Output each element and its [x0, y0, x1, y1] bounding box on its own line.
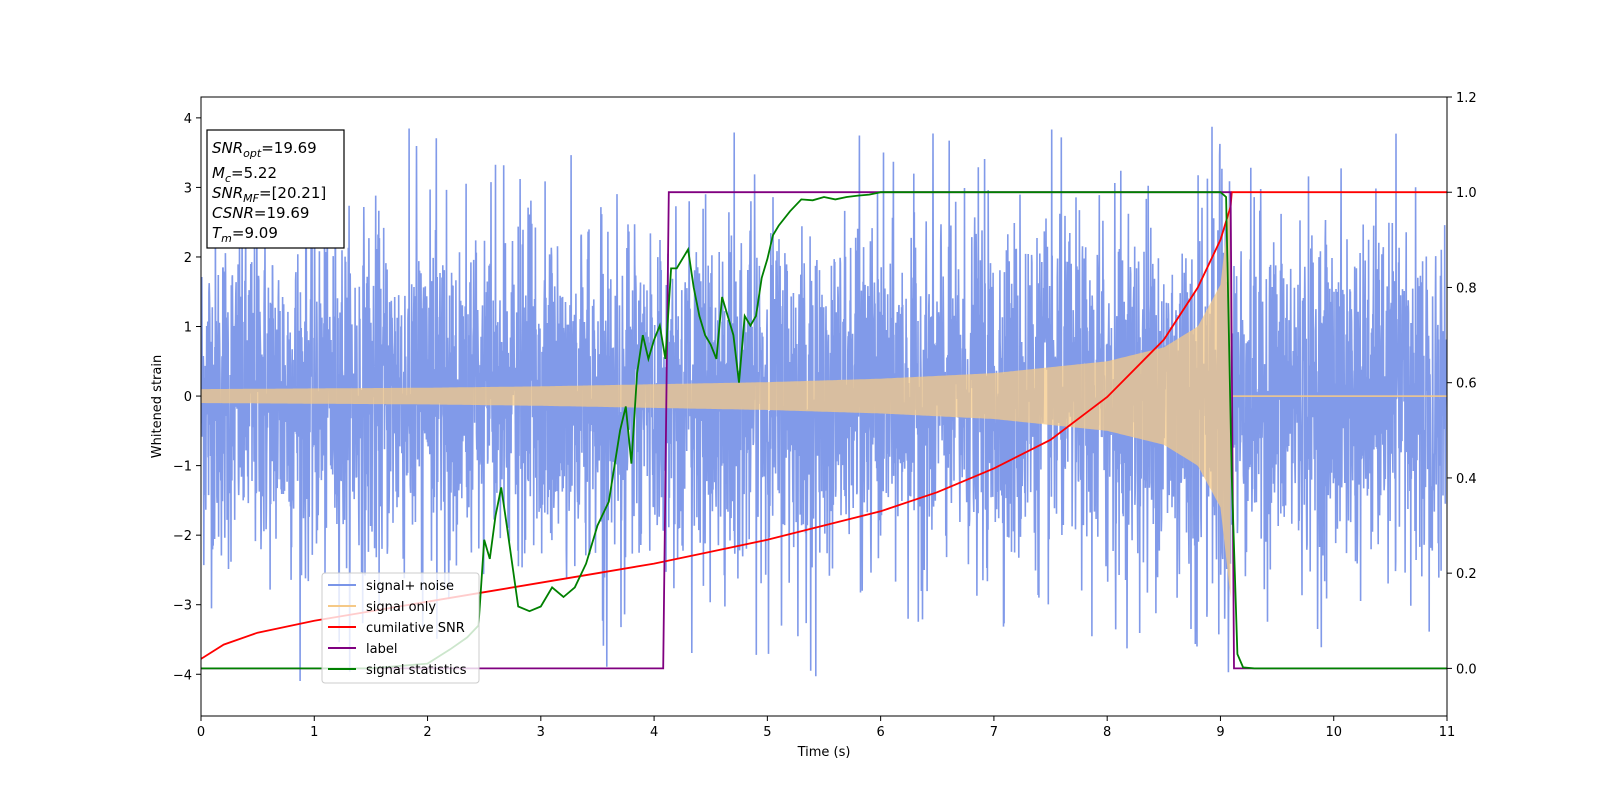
stat-line: SNRMF=[20.21]	[212, 184, 326, 205]
x-tick-label: 5	[763, 725, 771, 740]
y-tick-label: 2	[184, 251, 192, 266]
y2-tick-label: 0.4	[1456, 472, 1477, 487]
legend-label: cumilative SNR	[366, 621, 465, 636]
y-tick-label: −4	[173, 668, 192, 683]
stat-line: Tm=9.09	[212, 224, 278, 245]
legend-label: signal statistics	[366, 663, 467, 678]
x-axis-label: Time (s)	[797, 745, 851, 760]
stat-line: CSNR=19.69	[212, 204, 309, 222]
plot-frame	[200, 96, 1448, 717]
stat-line: Mc=5.22	[212, 164, 277, 185]
series-signal-statistics	[201, 191, 1447, 670]
legend-frame	[321, 572, 480, 684]
x-tick-label: 8	[1103, 725, 1111, 740]
x-tick-label: 9	[1216, 725, 1224, 740]
legend-label: label	[366, 642, 397, 657]
y-tick-label: 0	[184, 390, 192, 405]
x-tick-label: 6	[876, 725, 884, 740]
y-tick-label: 1	[184, 321, 192, 336]
stat-line: SNRopt=19.69	[212, 139, 317, 160]
y2-tick-label: 0.0	[1456, 662, 1477, 677]
series-signal-only	[201, 194, 1231, 598]
x-tick-label: 4	[650, 725, 658, 740]
legend-label: signal only	[366, 600, 436, 615]
y-axis-label: Whitened strain	[150, 355, 165, 458]
y2-tick-label: 0.2	[1456, 567, 1477, 582]
x-tick-label: 11	[1439, 725, 1456, 740]
x-tick-label: 0	[197, 725, 205, 740]
y-tick-label: 4	[184, 112, 192, 127]
x-tick-label: 3	[537, 725, 545, 740]
y-tick-label: −1	[173, 460, 192, 475]
legend: signal+ noise signal only cumilative SNR la…	[321, 572, 480, 684]
y-tick-label: −3	[173, 599, 192, 614]
x-tick-label: 1	[310, 725, 318, 740]
legend-label: signal+ noise	[366, 579, 454, 594]
axes: 0 1 2 3 4 5 6 7 8 9 10 11 −4 −3 −2 −1 0 1 2 3 4 0.0 0.2 0.4 0.6 0…	[150, 91, 1477, 760]
x-tick-label: 10	[1325, 725, 1342, 740]
y2-tick-label: 1.0	[1456, 186, 1477, 201]
stats-box: SNRopt=19.69 Mc=5.22SNRMF=[20.21]CSNR=19.…	[206, 129, 345, 249]
y2-tick-label: 0.6	[1456, 377, 1477, 392]
y-tick-label: 3	[184, 181, 192, 196]
x-tick-label: 7	[990, 725, 998, 740]
y-tick-label: −2	[173, 529, 192, 544]
y2-tick-label: 1.2	[1456, 91, 1477, 106]
x-tick-label: 2	[423, 725, 431, 740]
y2-tick-label: 0.8	[1456, 281, 1477, 296]
stats-box-frame	[206, 129, 345, 249]
